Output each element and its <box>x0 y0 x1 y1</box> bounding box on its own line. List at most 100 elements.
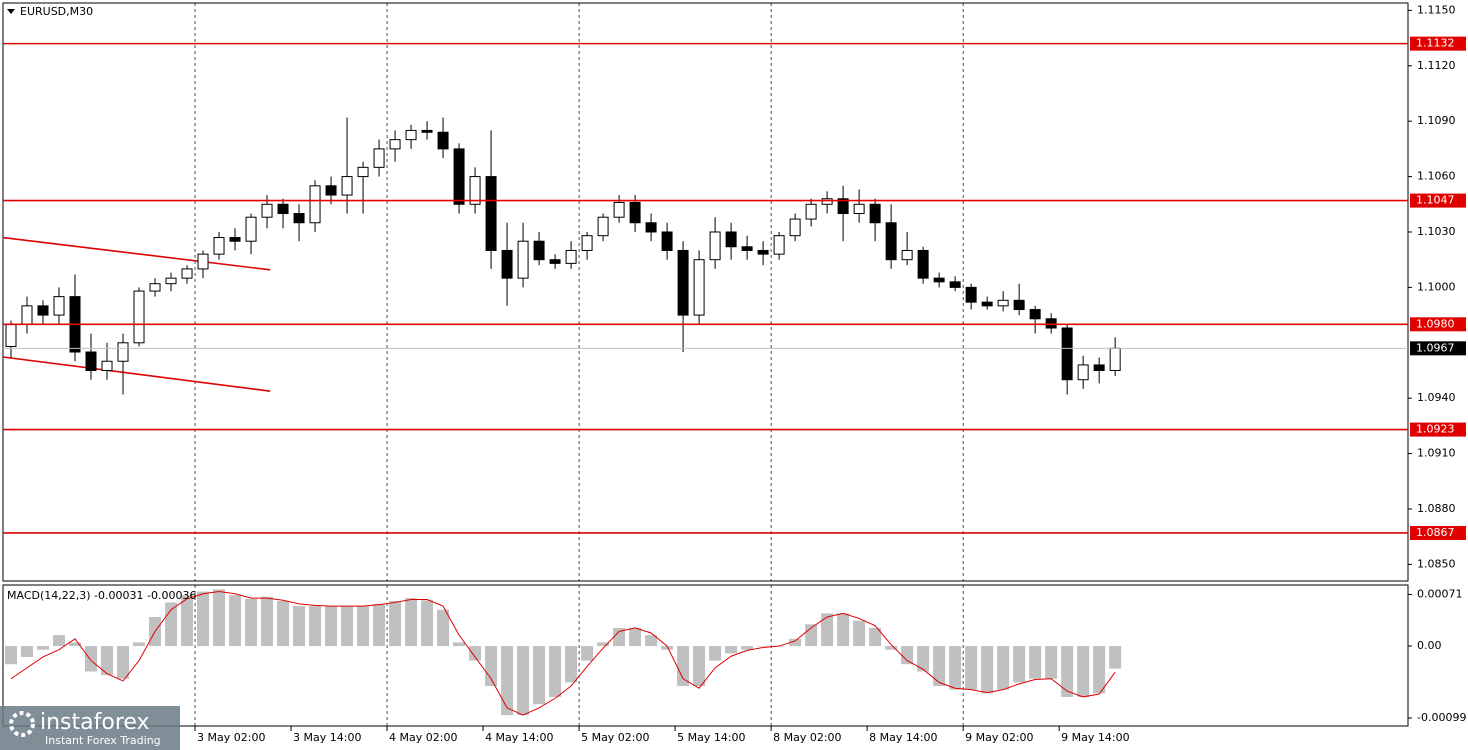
candle-body <box>1061 327 1073 381</box>
y-tick-label: 1.1090 <box>1417 114 1456 127</box>
macd-bar <box>501 646 514 716</box>
candle-body <box>1093 364 1105 371</box>
candle-body <box>933 277 945 283</box>
macd-bar <box>613 627 626 647</box>
x-tick-label: 3 May 02:00 <box>197 731 265 744</box>
y-tick-label: 1.0850 <box>1417 557 1456 570</box>
macd-bar <box>53 635 66 647</box>
level-label: 1.1132 <box>1416 37 1455 50</box>
plot-layer: 3 May 02:00 3 May 14:00 4 May 02:00 4 May 1… <box>2 3 1466 744</box>
level-box <box>1410 193 1466 208</box>
candle-body <box>741 246 753 251</box>
candle-body <box>821 198 833 205</box>
candle-body <box>85 351 97 371</box>
macd-bar <box>965 646 978 690</box>
candle-body <box>21 305 33 325</box>
candle-body <box>341 176 353 196</box>
candle-body <box>709 231 721 261</box>
macd-bar <box>101 646 114 676</box>
y-tick-label: 1.1150 <box>1417 3 1456 16</box>
macd-bar <box>165 602 178 647</box>
candle-body <box>1109 347 1121 371</box>
logo-bg <box>0 706 180 750</box>
macd-bar <box>677 646 690 687</box>
macd-bar <box>853 620 866 647</box>
level-box <box>1410 317 1466 332</box>
macd-bar <box>789 638 802 647</box>
logo-tagline: Instant Forex Trading <box>45 734 161 747</box>
level-label: 1.0923 <box>1416 423 1455 436</box>
y-tick-label: -0.00099 <box>1417 711 1466 724</box>
macd-bar <box>549 646 562 697</box>
macd-bar <box>293 606 306 647</box>
trend-line <box>2 356 271 392</box>
candle-body <box>133 290 145 344</box>
macd-panel <box>2 584 1409 727</box>
macd-bar <box>565 646 578 683</box>
candle-body <box>117 342 129 362</box>
symbol-arrow <box>7 9 15 14</box>
level-box <box>1410 525 1466 540</box>
level-box <box>1410 422 1466 437</box>
macd-bar <box>309 606 322 647</box>
macd-bar <box>69 642 82 647</box>
macd-bar <box>1077 646 1090 697</box>
macd-bar <box>1045 646 1058 679</box>
x-tick-label: 5 May 02:00 <box>581 731 649 744</box>
x-tick-label: 3 May 14:00 <box>293 731 361 744</box>
macd-bar <box>917 646 930 672</box>
candle-body <box>149 283 161 292</box>
macd-bar <box>437 609 450 647</box>
macd-bar <box>389 600 402 647</box>
level-box <box>1410 36 1466 51</box>
candle-body <box>5 323 17 347</box>
candle-body <box>789 218 801 237</box>
candle-body <box>469 176 481 205</box>
x-tick-label: 8 May 14:00 <box>869 731 937 744</box>
macd-bar <box>837 613 850 647</box>
candle-body <box>405 129 417 141</box>
candle-body <box>229 237 241 242</box>
candle-body <box>165 277 177 285</box>
y-tick-label: 1.0910 <box>1417 447 1456 460</box>
macd-bar <box>981 646 994 694</box>
macd-title: MACD(14,22,3) -0.00031 -0.00036 <box>7 589 196 602</box>
candle-body <box>869 203 881 224</box>
macd-bar <box>581 646 594 661</box>
x-tick-label: 9 May 14:00 <box>1061 731 1129 744</box>
macd-bar <box>725 646 738 654</box>
main-panel <box>2 2 1409 582</box>
macd-bar <box>693 646 706 687</box>
macd-bar <box>133 642 146 647</box>
candle-body <box>629 201 641 224</box>
macd-bar <box>901 646 914 665</box>
macd-bar <box>821 613 834 647</box>
macd-bar <box>885 646 898 650</box>
macd-bar <box>1013 646 1026 683</box>
y-tick-label: 0.00 <box>1417 639 1442 652</box>
macd-bar <box>485 646 498 687</box>
candle-body <box>533 240 545 261</box>
candle-body <box>309 185 321 224</box>
logo-icon <box>9 711 35 737</box>
candle-body <box>805 203 817 220</box>
candle-body <box>581 235 593 251</box>
candle-body <box>293 213 305 224</box>
macd-bar <box>869 627 882 647</box>
macd-bar <box>1029 646 1042 679</box>
macd-bar <box>1061 646 1074 697</box>
macd-bar <box>277 600 290 647</box>
candle-body <box>181 268 193 279</box>
macd-bar <box>469 646 482 661</box>
x-tick-label: 5 May 14:00 <box>677 731 745 744</box>
candle-body <box>325 185 337 196</box>
candle-body <box>37 305 49 316</box>
candle-body <box>357 166 369 178</box>
y-tick-label: 0.00071 <box>1417 587 1463 600</box>
current-price-box <box>1410 341 1466 356</box>
y-tick-label: 1.0940 <box>1417 391 1456 404</box>
x-tick-label: 8 May 02:00 <box>773 731 841 744</box>
candle-body <box>981 301 993 307</box>
candle-body <box>261 203 273 218</box>
